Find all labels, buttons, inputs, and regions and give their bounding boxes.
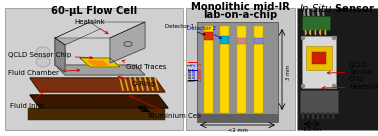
Text: 1.5 cm: 1.5 cm: [303, 127, 321, 132]
Polygon shape: [110, 22, 145, 63]
Text: Heatsink: Heatsink: [74, 19, 108, 34]
Polygon shape: [55, 38, 65, 72]
Bar: [312, 52, 326, 64]
Text: Aluminium Cell: Aluminium Cell: [130, 96, 201, 119]
Polygon shape: [88, 61, 108, 65]
Bar: [204, 26, 213, 113]
Text: QCLD Sensor Chip: QCLD Sensor Chip: [8, 52, 93, 59]
Text: Laser 2: Laser 2: [192, 63, 197, 81]
Text: Detector 1: Detector 1: [165, 24, 205, 35]
Polygon shape: [55, 65, 145, 75]
Bar: [300, 90, 338, 113]
Circle shape: [302, 84, 305, 87]
Text: Detector 2: Detector 2: [187, 26, 222, 38]
Circle shape: [302, 36, 305, 39]
Text: $\it{In\ Situ}$ Sensor: $\it{In\ Situ}$ Sensor: [299, 2, 376, 14]
Text: 60-μL Flow Cell: 60-μL Flow Cell: [51, 6, 137, 16]
Text: O-Ring: O-Ring: [118, 76, 156, 87]
Text: 3 mm: 3 mm: [286, 64, 291, 80]
Bar: [237, 26, 246, 113]
Circle shape: [333, 36, 336, 39]
Text: 1.5 cm: 1.5 cm: [138, 105, 155, 117]
Text: <2 mm: <2 mm: [228, 128, 248, 133]
Polygon shape: [55, 38, 65, 72]
Bar: [28, 108, 165, 120]
Bar: [5, 8, 183, 130]
Bar: [220, 26, 229, 113]
Text: Laser 3: Laser 3: [197, 63, 203, 81]
Text: lab-on-a-chip: lab-on-a-chip: [203, 10, 277, 20]
Polygon shape: [55, 22, 145, 38]
Bar: [306, 46, 332, 70]
Text: Laser 1: Laser 1: [187, 63, 192, 81]
Ellipse shape: [36, 57, 50, 67]
Ellipse shape: [36, 47, 50, 57]
Text: Fluid Inlet: Fluid Inlet: [10, 89, 46, 109]
Polygon shape: [55, 22, 100, 45]
Bar: [254, 38, 263, 44]
Bar: [197, 22, 278, 122]
Text: QCLD
Sensor
Chip: QCLD Sensor Chip: [327, 62, 373, 82]
Bar: [302, 16, 330, 30]
Bar: [302, 36, 336, 88]
Text: Heatsink: Heatsink: [322, 84, 378, 90]
Text: Monolithic mid-IR: Monolithic mid-IR: [191, 2, 290, 12]
Polygon shape: [30, 78, 165, 92]
Bar: [220, 36, 229, 44]
Bar: [186, 8, 295, 130]
Bar: [254, 26, 263, 113]
Bar: [204, 32, 213, 40]
Text: Fluid Chamber: Fluid Chamber: [8, 69, 80, 76]
Bar: [197, 114, 278, 122]
Polygon shape: [80, 58, 120, 67]
Circle shape: [333, 84, 336, 87]
Bar: [237, 38, 246, 44]
Bar: [297, 8, 378, 130]
Text: Gold Traces: Gold Traces: [122, 60, 166, 70]
Polygon shape: [30, 95, 168, 108]
